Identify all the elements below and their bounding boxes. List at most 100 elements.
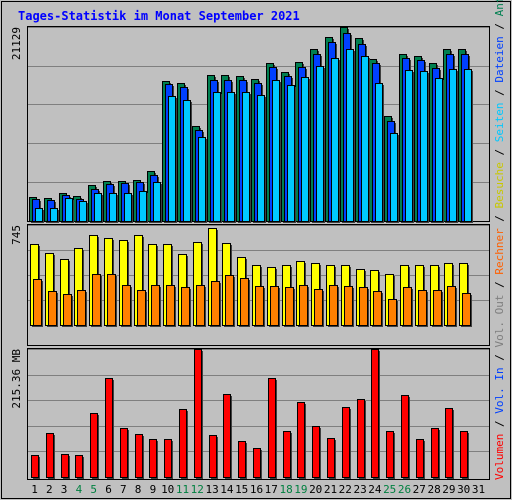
bar-volumen-day-10 [164,439,172,478]
x-tick-label: 14 [220,483,234,496]
bar-rechner-day-28 [433,290,442,326]
right-legend-label: Volumen / Vol. In / Vol. Out / Rechner /… [493,0,506,480]
bar-seiten-day-4 [79,201,87,222]
bar-volumen-day-21 [327,438,335,478]
bar-rechner-day-25 [388,299,397,326]
bar-rechner-day-20 [314,289,323,326]
bottom-panel-frame [27,348,490,480]
bar-volumen-day-20 [312,426,320,478]
bar-rechner-day-15 [240,278,249,326]
top-bars [29,27,473,223]
bar-volumen-day-9 [149,439,157,478]
bottom-y-max-label: 215.36 MB [10,349,23,409]
x-tick-label: 3 [61,483,68,496]
bar-volumen-day-4 [75,455,83,478]
right-legend-segment: / [493,16,506,36]
bar-rechner-day-3 [63,294,72,326]
bar-volumen-day-3 [61,454,69,478]
right-legend-segment: Vol. In [493,367,506,413]
bar-seiten-day-20 [316,66,324,222]
bar-seiten-day-30 [464,69,472,222]
x-tick-label: 12 [191,483,204,496]
bar-volumen-day-29 [445,408,453,478]
bar-seiten-day-21 [331,58,339,222]
x-tick-label: 10 [161,483,174,496]
bar-seiten-day-25 [390,133,398,222]
bar-rechner-day-30 [462,293,471,326]
x-tick-label: 2 [46,483,53,496]
bar-seiten-day-18 [287,85,295,222]
x-tick-label: 13 [205,483,218,496]
x-tick-label: 8 [135,483,142,496]
x-tick-label: 16 [250,483,263,496]
bar-volumen-day-30 [460,431,468,478]
right-legend-segment: Dateien [493,36,506,82]
bar-rechner-day-7 [122,285,131,326]
bar-rechner-day-2 [48,291,57,326]
bar-seiten-day-14 [227,92,235,222]
x-axis-labels: 1 2 3 4 5 6 7 8 9 10 11 12 13 14 15 16 17 18 19 20 21 22 23 24 2… [31,483,485,496]
x-tick-label: 19 [294,483,307,496]
bar-rechner-day-21 [329,285,338,326]
right-legend-segment: Vol. Out [493,295,506,348]
right-legend-segment: / [493,208,506,228]
bar-seiten-day-24 [375,83,383,222]
bar-rechner-day-19 [299,285,308,326]
bar-volumen-day-23 [357,399,365,478]
bar-volumen-day-13 [209,435,217,478]
bar-volumen-day-26 [401,395,409,478]
x-tick-label: 23 [353,483,366,496]
x-tick-label: 9 [150,483,157,496]
bar-seiten-day-7 [124,193,132,222]
bar-volumen-day-25 [386,431,394,478]
right-legend-segment: Besuche [493,162,506,208]
bar-seiten-day-3 [65,198,73,222]
bottom-bars [31,349,469,479]
bar-seiten-day-29 [449,69,457,222]
x-tick-label: 4 [76,483,83,496]
bar-volumen-day-8 [135,434,143,478]
bar-seiten-day-11 [183,100,191,222]
bar-seiten-day-16 [257,95,265,222]
bar-volumen-day-24 [371,349,379,478]
bar-seiten-day-22 [346,49,354,222]
x-tick-label: 24 [368,483,382,496]
bar-seiten-day-15 [242,92,250,222]
bar-rechner-day-27 [418,290,427,326]
bar-rechner-day-9 [151,285,160,326]
x-tick-label: 25 [383,483,396,496]
bar-volumen-day-19 [297,402,305,478]
x-tick-label: 17 [265,483,278,496]
x-tick-label: 26 [398,483,411,496]
bar-seiten-day-13 [213,92,221,222]
x-tick-label: 20 [309,483,322,496]
right-legend-segment: / [493,348,506,368]
x-tick-label: 21 [324,483,337,496]
middle-bars [30,228,472,327]
bar-seiten-day-2 [50,208,58,222]
bar-rechner-day-29 [447,286,456,326]
x-tick-label: 29 [442,483,455,496]
bar-seiten-day-27 [420,71,428,222]
chart-title: Tages-Statistik im Monat September 2021 [18,9,300,23]
bar-volumen-day-28 [431,428,439,478]
x-tick-label: 30 [457,483,470,496]
right-legend-segment: Volumen [493,434,506,480]
bar-rechner-day-12 [196,285,205,326]
x-tick-label: 1 [31,483,38,496]
bar-seiten-day-28 [435,78,443,222]
bar-seiten-day-12 [198,137,206,222]
bar-volumen-day-27 [416,439,424,478]
bar-volumen-day-14 [223,394,231,478]
bar-volumen-day-17 [268,378,276,478]
bar-rechner-day-11 [181,287,190,326]
bar-rechner-day-8 [137,290,146,326]
x-tick-label: 22 [339,483,352,496]
bar-volumen-day-7 [120,428,128,478]
bar-rechner-day-22 [344,286,353,326]
right-legend-segment: / [493,275,506,295]
right-legend-segment: / [493,83,506,103]
